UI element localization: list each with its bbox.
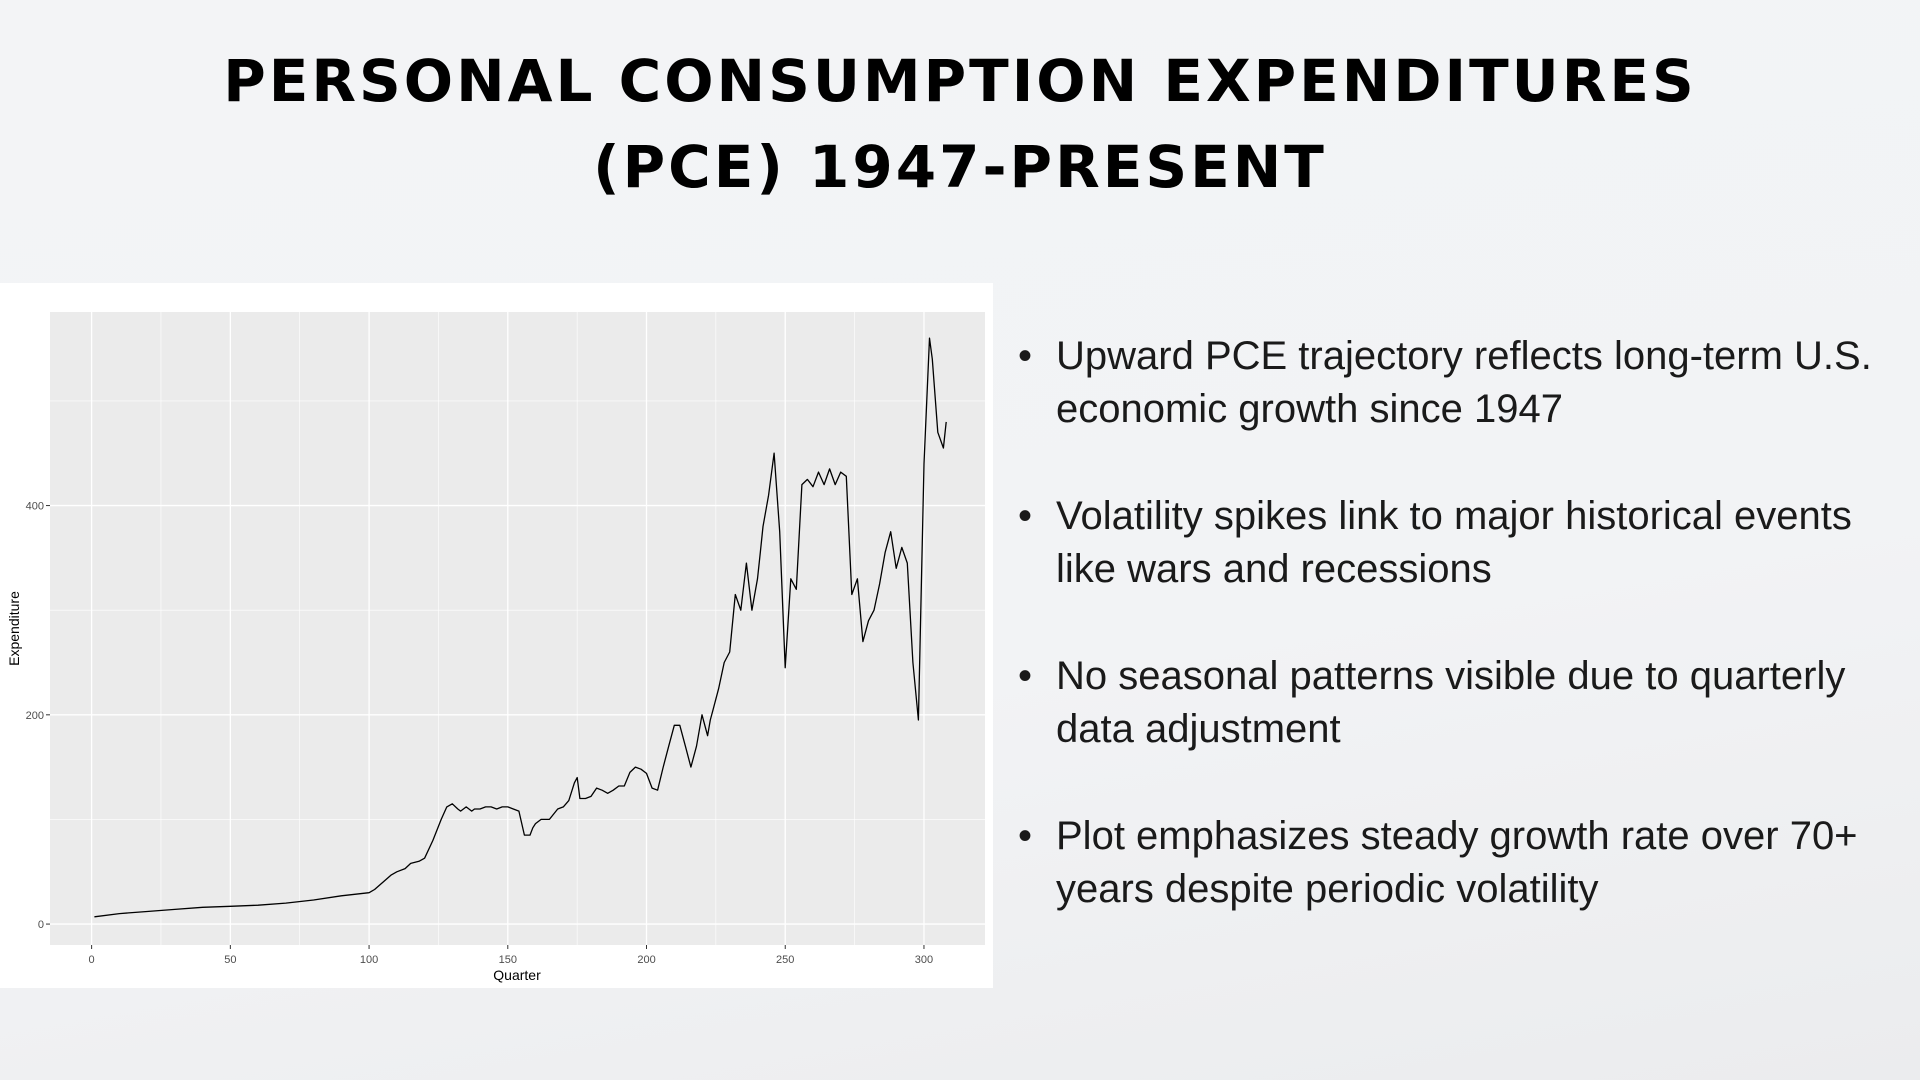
slide-title-line1: PERSONAL CONSUMPTION EXPENDITURES — [223, 47, 1697, 115]
pce-chart: 0 50 100 150 200 250 300 0 200 400 Quarter Expen… — [0, 283, 993, 988]
slide-title-line2: (PCE) 1947-PRESENT — [593, 133, 1327, 201]
y-axis-tick-labels: 0 200 400 — [26, 501, 44, 932]
grid-major — [50, 312, 985, 945]
y-tick-label: 400 — [26, 501, 44, 513]
bullet-item: • Plot emphasizes steady growth rate ove… — [1018, 810, 1898, 916]
x-tick-label: 200 — [637, 954, 655, 966]
bullet-item: • Upward PCE trajectory reflects long-te… — [1018, 330, 1898, 436]
bullet-dot: • — [1018, 494, 1033, 538]
y-axis-ticks — [46, 505, 50, 925]
bullet-text: No seasonal patterns visible due to quar… — [1056, 654, 1846, 751]
bullet-item: • No seasonal patterns visible due to qu… — [1018, 650, 1898, 756]
y-tick-label: 0 — [38, 919, 44, 931]
bullet-dot: • — [1018, 334, 1033, 378]
x-tick-label: 0 — [89, 954, 95, 966]
x-tick-label: 150 — [499, 954, 517, 966]
y-tick-label: 200 — [26, 710, 44, 722]
x-axis-tick-labels: 0 50 100 150 200 250 300 — [89, 954, 934, 966]
y-axis-label: Expenditure — [6, 591, 22, 666]
pce-line-chart: 0 50 100 150 200 250 300 0 200 400 Quarter Expen… — [6, 312, 985, 983]
bullet-item: • Volatility spikes link to major histor… — [1018, 490, 1898, 596]
x-tick-label: 300 — [915, 954, 933, 966]
x-tick-label: 100 — [360, 954, 378, 966]
bullet-text: Volatility spikes link to major historic… — [1056, 494, 1852, 591]
slide-title: PERSONAL CONSUMPTION EXPENDITURES (PCE) … — [0, 38, 1920, 210]
bullet-list: • Upward PCE trajectory reflects long-te… — [1018, 330, 1898, 970]
grid-minor — [50, 312, 985, 945]
bullet-text: Upward PCE trajectory reflects long-term… — [1056, 334, 1872, 431]
expenditure-series-line — [94, 337, 947, 918]
x-axis-ticks — [91, 945, 925, 949]
x-tick-label: 250 — [776, 954, 794, 966]
x-axis-label: Quarter — [493, 967, 541, 983]
bullet-dot: • — [1018, 814, 1033, 858]
x-tick-label: 50 — [224, 954, 236, 966]
bullet-dot: • — [1018, 654, 1033, 698]
bullet-text: Plot emphasizes steady growth rate over … — [1056, 814, 1858, 911]
plot-panel — [50, 312, 985, 945]
